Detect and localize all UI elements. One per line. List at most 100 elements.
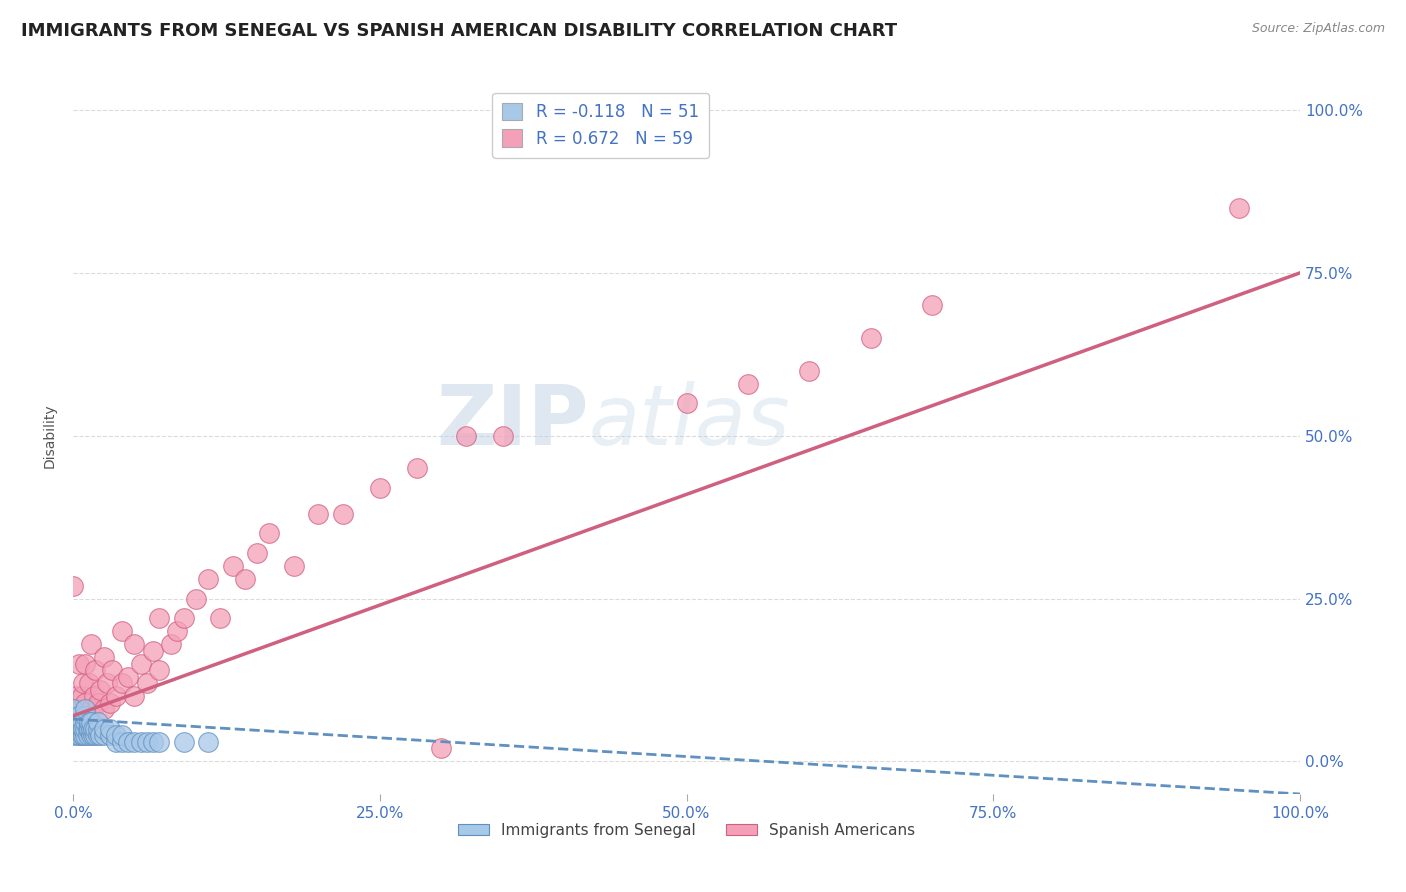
Point bbox=[454, 428, 477, 442]
Point bbox=[332, 507, 354, 521]
Point bbox=[173, 611, 195, 625]
Point bbox=[80, 722, 103, 736]
Point bbox=[124, 735, 146, 749]
Point bbox=[67, 728, 90, 742]
Point bbox=[491, 428, 513, 442]
Point bbox=[1227, 201, 1250, 215]
Point bbox=[148, 663, 170, 677]
Point bbox=[75, 657, 97, 671]
Point bbox=[62, 578, 84, 592]
Point bbox=[83, 690, 105, 704]
Text: Source: ZipAtlas.com: Source: ZipAtlas.com bbox=[1251, 22, 1385, 36]
Point bbox=[62, 702, 84, 716]
Point bbox=[75, 728, 97, 742]
Point bbox=[98, 722, 121, 736]
Point bbox=[89, 682, 111, 697]
Point bbox=[184, 591, 207, 606]
Point bbox=[405, 461, 427, 475]
Point bbox=[77, 715, 100, 730]
Point bbox=[77, 722, 100, 736]
Legend: Immigrants from Senegal, Spanish Americans: Immigrants from Senegal, Spanish America… bbox=[451, 816, 921, 844]
Point bbox=[283, 559, 305, 574]
Point bbox=[308, 507, 330, 521]
Point bbox=[70, 728, 93, 742]
Point bbox=[142, 643, 165, 657]
Text: ZIP: ZIP bbox=[436, 381, 588, 462]
Point bbox=[75, 715, 97, 730]
Point bbox=[80, 702, 103, 716]
Point bbox=[67, 657, 90, 671]
Point bbox=[77, 676, 100, 690]
Point bbox=[859, 331, 882, 345]
Point bbox=[75, 702, 97, 716]
Point bbox=[84, 722, 107, 736]
Point bbox=[160, 637, 183, 651]
Point bbox=[430, 741, 453, 756]
Point bbox=[921, 298, 943, 312]
Point bbox=[98, 696, 121, 710]
Point bbox=[221, 559, 243, 574]
Text: IMMIGRANTS FROM SENEGAL VS SPANISH AMERICAN DISABILITY CORRELATION CHART: IMMIGRANTS FROM SENEGAL VS SPANISH AMERI… bbox=[21, 22, 897, 40]
Point bbox=[75, 715, 97, 730]
Point bbox=[197, 735, 219, 749]
Point bbox=[111, 728, 134, 742]
Point bbox=[105, 728, 128, 742]
Point bbox=[135, 735, 157, 749]
Point bbox=[66, 728, 89, 742]
Point bbox=[80, 715, 103, 730]
Point bbox=[67, 702, 90, 716]
Point bbox=[737, 376, 759, 391]
Point bbox=[259, 526, 281, 541]
Text: atlas: atlas bbox=[588, 381, 790, 462]
Point bbox=[246, 546, 269, 560]
Point bbox=[62, 709, 84, 723]
Point bbox=[75, 709, 97, 723]
Point bbox=[86, 696, 108, 710]
Point bbox=[70, 690, 93, 704]
Point bbox=[75, 696, 97, 710]
Point bbox=[82, 722, 104, 736]
Point bbox=[148, 611, 170, 625]
Point bbox=[129, 657, 152, 671]
Point bbox=[62, 728, 84, 742]
Point bbox=[62, 722, 84, 736]
Point bbox=[111, 735, 134, 749]
Point bbox=[82, 728, 104, 742]
Point bbox=[62, 715, 84, 730]
Point bbox=[86, 728, 108, 742]
Point bbox=[93, 650, 115, 665]
Point bbox=[65, 690, 87, 704]
Point bbox=[105, 690, 128, 704]
Point bbox=[70, 722, 93, 736]
Point bbox=[72, 676, 94, 690]
Point bbox=[86, 715, 108, 730]
Point bbox=[96, 676, 118, 690]
Point bbox=[197, 572, 219, 586]
Point bbox=[111, 624, 134, 639]
Point bbox=[93, 722, 115, 736]
Point bbox=[70, 715, 93, 730]
Point bbox=[799, 363, 821, 377]
Point bbox=[117, 735, 139, 749]
Point bbox=[76, 709, 98, 723]
Point bbox=[93, 702, 115, 716]
Point bbox=[67, 722, 90, 736]
Y-axis label: Disability: Disability bbox=[44, 403, 58, 468]
Point bbox=[209, 611, 232, 625]
Point bbox=[80, 637, 103, 651]
Point bbox=[76, 728, 98, 742]
Point bbox=[105, 735, 128, 749]
Point bbox=[166, 624, 188, 639]
Point bbox=[72, 728, 94, 742]
Point bbox=[67, 709, 90, 723]
Point bbox=[66, 715, 89, 730]
Point bbox=[142, 735, 165, 749]
Point bbox=[84, 728, 107, 742]
Point bbox=[98, 728, 121, 742]
Point bbox=[135, 676, 157, 690]
Point bbox=[675, 396, 697, 410]
Point bbox=[66, 715, 89, 730]
Point bbox=[101, 663, 124, 677]
Point bbox=[93, 728, 115, 742]
Point bbox=[124, 637, 146, 651]
